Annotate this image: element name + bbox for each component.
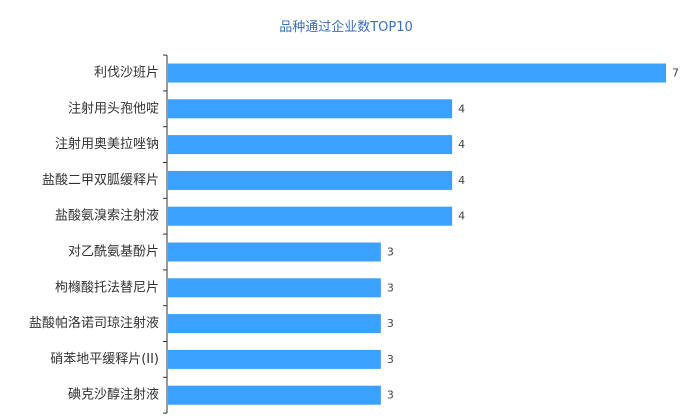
- value-label-9: 3: [387, 353, 394, 366]
- category-label-8: 盐酸帕洛诺司琼注射液: [29, 315, 159, 331]
- bar-1[interactable]: [168, 63, 666, 83]
- value-label-5: 4: [458, 210, 465, 223]
- bar-7[interactable]: [168, 278, 381, 298]
- value-label-4: 4: [458, 174, 465, 187]
- category-labels-layer: 利伐沙班片注射用头孢他啶注射用奥美拉唑钠盐酸二甲双胍缓释片盐酸氨溴索注射液对乙酰…: [29, 66, 159, 403]
- value-label-7: 3: [387, 281, 394, 294]
- category-label-9: 硝苯地平缓释片(II): [50, 352, 159, 367]
- category-label-7: 枸橼酸托法替尼片: [55, 280, 159, 295]
- category-label-6: 对乙酰氨基酚片: [68, 245, 159, 260]
- bar-3[interactable]: [168, 135, 453, 155]
- category-label-3: 注射用奥美拉唑钠: [55, 136, 159, 152]
- value-label-8: 3: [387, 317, 394, 330]
- category-label-10: 碘克沙醇注射液: [68, 387, 159, 403]
- value-label-10: 3: [387, 389, 394, 402]
- category-label-1: 利伐沙班片: [94, 66, 159, 81]
- axis-layer: [163, 54, 168, 414]
- bar-4[interactable]: [168, 170, 453, 190]
- bar-5[interactable]: [168, 206, 453, 226]
- value-label-3: 4: [458, 138, 465, 151]
- bars-layer: [168, 63, 666, 405]
- bar-9[interactable]: [168, 349, 381, 369]
- bar-10[interactable]: [168, 385, 381, 405]
- bar-2[interactable]: [168, 99, 453, 119]
- bar-8[interactable]: [168, 314, 381, 334]
- value-label-6: 3: [387, 246, 394, 259]
- category-label-5: 盐酸氨溴索注射液: [55, 208, 159, 224]
- value-labels-layer: 7 4 4 4 4 3 3 3 3 3: [387, 67, 679, 402]
- value-label-2: 4: [458, 102, 465, 115]
- chart-title: 品种通过企业数TOP10: [279, 20, 413, 35]
- category-label-4: 盐酸二甲双胍缓释片: [42, 173, 159, 188]
- bar-6[interactable]: [168, 242, 381, 262]
- value-label-1: 7: [672, 67, 679, 80]
- category-label-2: 注射用头孢他啶: [68, 100, 159, 116]
